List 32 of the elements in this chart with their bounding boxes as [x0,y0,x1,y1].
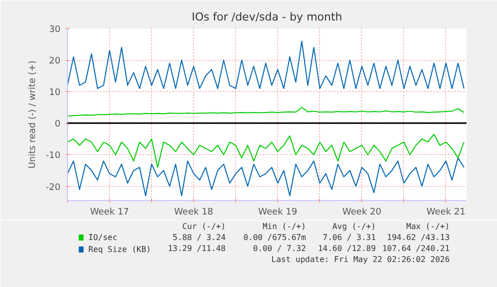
x-tick-label: Week 19 [258,208,298,218]
y-tick-label: -10 [46,151,61,162]
text: 7.06 / 3.31 [322,233,376,242]
text: 5.88 / 3.24 [172,233,226,242]
legend-label: Req Size (KB) [88,245,151,254]
y-axis-title: Units read (-) / write (+) [28,60,38,169]
text: Min (-/+) [262,222,306,231]
y-tick-label: 20 [49,56,61,67]
text: 0.00 / 7.32 [252,244,306,253]
y-tick-label: 30 [49,25,61,35]
y-tick-label: 10 [49,88,61,98]
line-series [68,106,464,116]
line-series [68,157,464,196]
x-tick-label: Week 18 [174,208,214,218]
y-tick-label: -20 [46,182,61,193]
chart-title: IOs for /dev/sda - by month [192,10,342,24]
text: 107.64 /240.21 [382,244,450,253]
x-tick-label: Week 20 [342,208,382,218]
text: 13.29 /11.48 [168,244,226,253]
text: 194.62 /43.13 [387,233,450,242]
y-tick-label: 0 [54,120,61,130]
x-tick-label: Week 21 [426,208,466,218]
text: 0.00 /675.67m [243,233,306,242]
x-tick-label: Week 17 [90,208,130,218]
text: Last update: Fri May 22 02:26:02 2026 [271,255,450,264]
line-series [68,134,464,168]
text: Cur (-/+) [182,222,226,231]
text: Avg (-/+) [332,222,376,231]
text: Max (-/+) [406,222,450,231]
text: 14.60 /12.89 [318,244,376,253]
legend-label: IO/sec [88,233,118,242]
line-series [68,40,464,89]
